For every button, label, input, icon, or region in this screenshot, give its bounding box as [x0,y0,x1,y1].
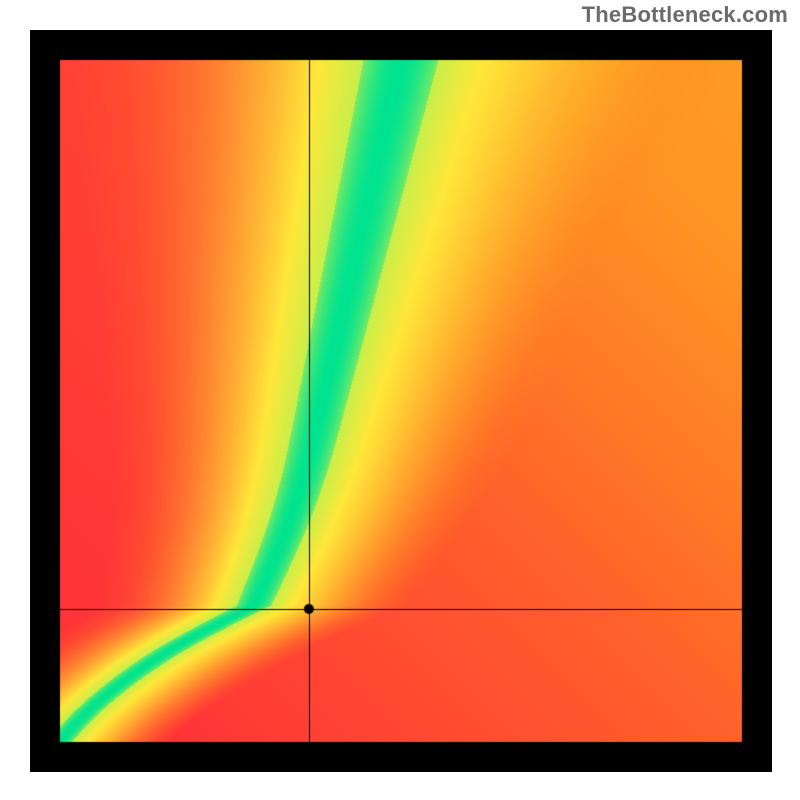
chart-container: TheBottleneck.com [0,0,800,800]
watermark-text: TheBottleneck.com [582,2,788,28]
overlay-canvas [30,30,772,772]
plot-frame [30,30,772,772]
